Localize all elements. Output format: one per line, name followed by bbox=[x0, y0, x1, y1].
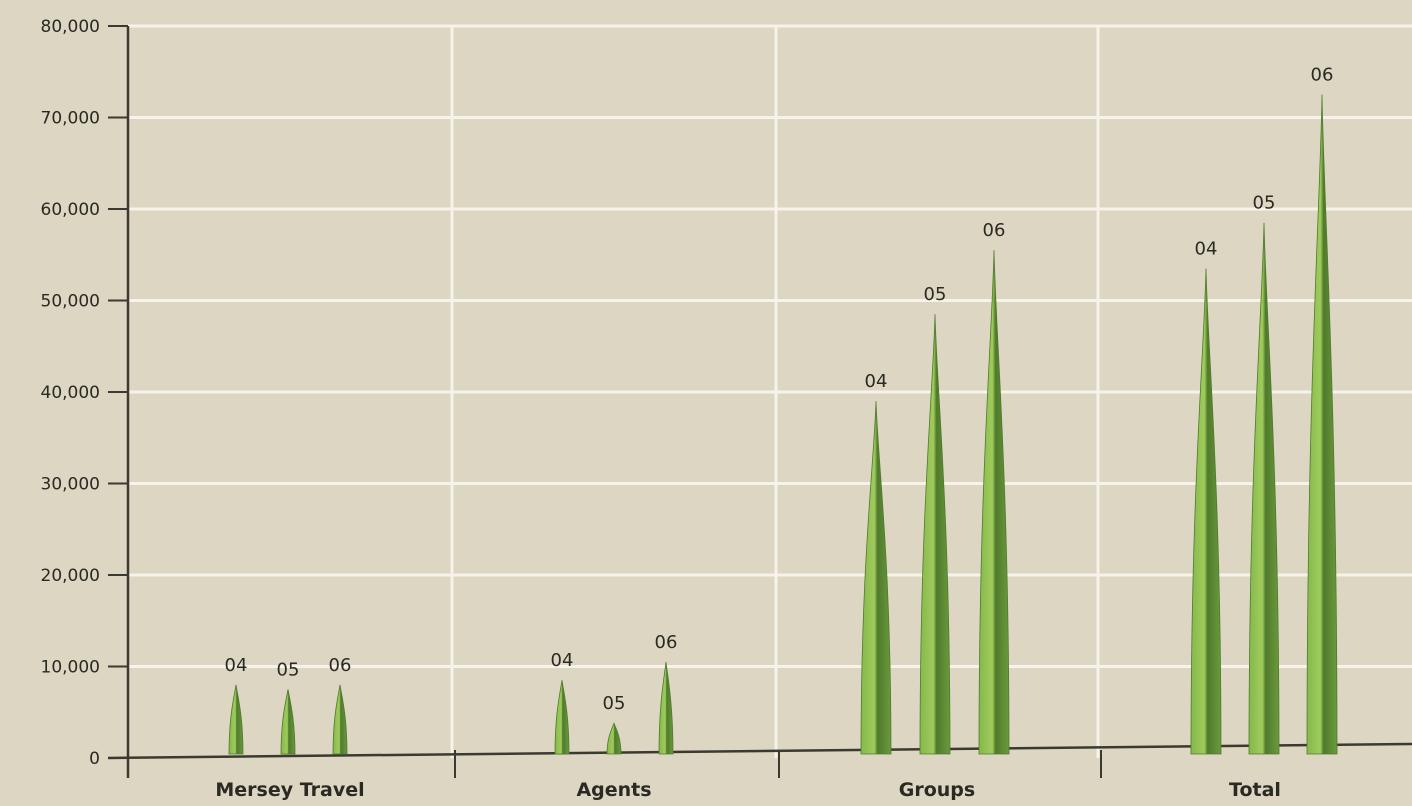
bar-series-label: 05 bbox=[924, 284, 947, 305]
bar-series-label: 06 bbox=[655, 632, 678, 653]
bar-series-label: 05 bbox=[277, 659, 300, 680]
grid-layer bbox=[128, 24, 1412, 758]
bar bbox=[1306, 94, 1338, 755]
x-tick-label: Mersey Travel bbox=[215, 779, 364, 801]
x-tick-label: Agents bbox=[576, 779, 651, 801]
y-tick-label: 50,000 bbox=[41, 292, 100, 312]
x-tick-label: Groups bbox=[899, 779, 975, 801]
bar-series-label: 05 bbox=[1253, 193, 1276, 214]
x-tick-label: Total bbox=[1229, 779, 1281, 801]
bar-series-label: 05 bbox=[603, 693, 626, 714]
bar bbox=[332, 684, 348, 755]
y-tick-label: 30,000 bbox=[41, 475, 100, 495]
y-tick-label: 80,000 bbox=[41, 17, 100, 37]
bar bbox=[1190, 268, 1222, 755]
y-tick-label: 20,000 bbox=[41, 566, 100, 586]
bar-series-label: 04 bbox=[1195, 238, 1218, 259]
axis-layer: 0 10,000 20,000 30,000 40,000 50,000 60,000 70,… bbox=[41, 17, 1412, 778]
bar-series-label: 04 bbox=[225, 655, 248, 676]
bar bbox=[1248, 222, 1280, 755]
bar-layer bbox=[228, 94, 1338, 755]
bar-series-label: 06 bbox=[329, 655, 352, 676]
bar bbox=[919, 314, 951, 755]
bar-series-label: 04 bbox=[551, 650, 574, 671]
y-tick-label: 70,000 bbox=[41, 109, 100, 129]
bar bbox=[228, 684, 244, 755]
bar bbox=[606, 722, 622, 755]
bar bbox=[554, 680, 570, 755]
y-tick-label: 40,000 bbox=[41, 383, 100, 403]
bar-series-label: 06 bbox=[983, 220, 1006, 241]
y-tick-label: 10,000 bbox=[41, 658, 100, 678]
y-tick-label: 60,000 bbox=[41, 200, 100, 220]
bar bbox=[280, 689, 296, 755]
bar bbox=[658, 661, 674, 755]
bar-series-label: 06 bbox=[1311, 65, 1334, 86]
y-tick-label: 0 bbox=[89, 749, 100, 769]
bar bbox=[860, 401, 892, 755]
label-layer: Mersey Travel Agents Groups Total 04 05 06 04 05… bbox=[215, 65, 1333, 801]
bar bbox=[978, 250, 1010, 755]
bar-series-label: 04 bbox=[865, 371, 888, 392]
